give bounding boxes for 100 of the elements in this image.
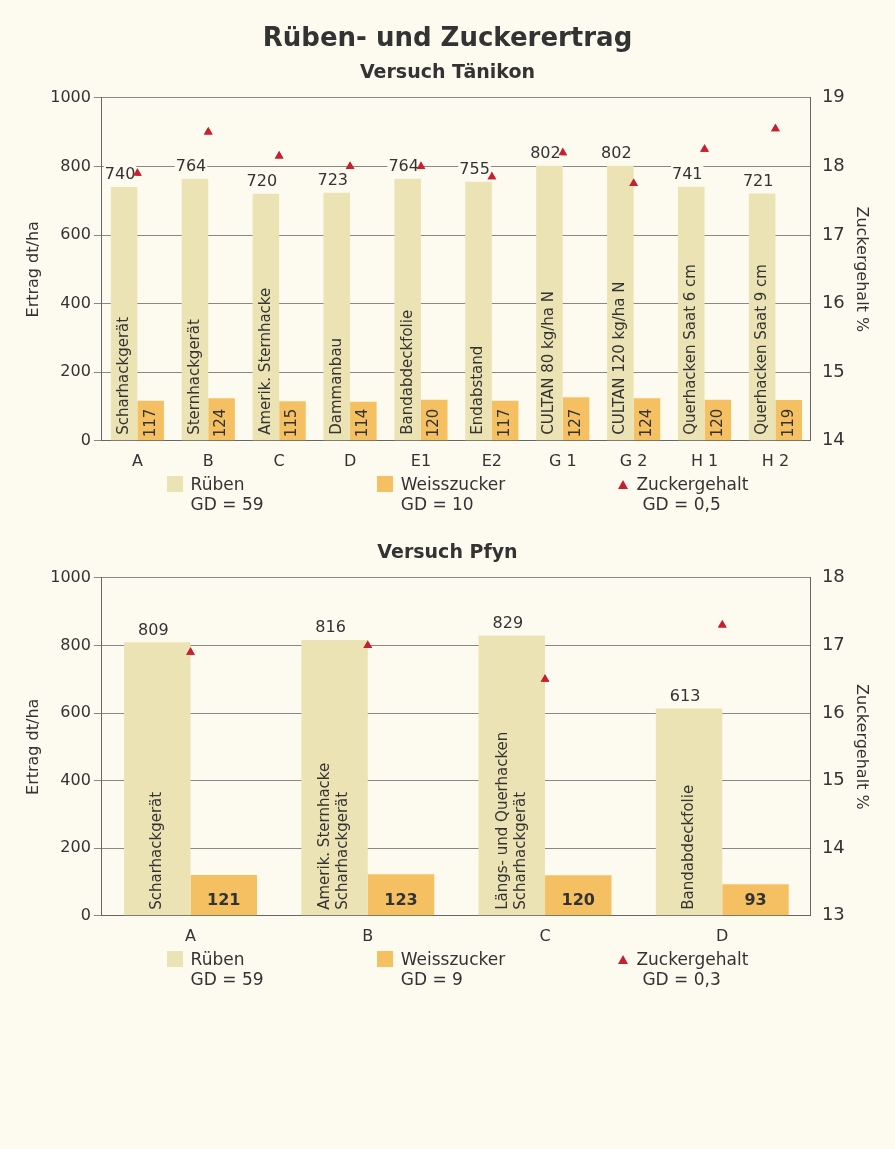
x-tick-label: A: [185, 925, 197, 945]
annotation: Amerik. Sternhacke: [255, 287, 274, 435]
data-label: 124: [211, 408, 230, 438]
annotation: Dammanbau: [326, 337, 345, 435]
bar: [545, 875, 612, 916]
y-tick-label: 0: [80, 904, 91, 924]
data-label: 755: [459, 158, 490, 178]
annotation: Scharhackgerät: [113, 316, 132, 435]
x-tick-label: C: [273, 450, 285, 470]
bar: [722, 884, 789, 916]
y2-axis-title: Zuckergehalt %: [853, 683, 873, 810]
text: GD = 59: [189, 969, 264, 989]
x-tick-label: B: [202, 450, 214, 470]
annotation: Querhacken Saat 6 cm: [681, 264, 700, 435]
data-label: 613: [669, 685, 701, 705]
y2-tick-label: 16: [821, 291, 845, 313]
bar: [124, 642, 191, 916]
data-label: 115: [282, 408, 301, 438]
text: GD = 0,3: [641, 969, 722, 989]
y-tick-label: 800: [60, 634, 91, 654]
chart-title: Versuch Pfyn: [376, 540, 519, 562]
annotation: Bandabdeckfolie: [678, 784, 697, 910]
y-tick-label: 200: [60, 837, 91, 857]
data-label: 121: [207, 890, 241, 910]
y-axis-title: Ertrag dt/ha: [22, 221, 42, 318]
data-label: 120: [424, 408, 443, 438]
y-tick-label: 1000: [50, 86, 91, 106]
annotation: CULTAN 80 kg/ha N: [539, 291, 558, 435]
y2-axis-title: Zuckergehalt %: [853, 206, 873, 333]
point: [203, 127, 213, 135]
point: [717, 620, 727, 628]
bar: [536, 165, 563, 441]
data-label: 816: [315, 617, 346, 637]
data-label: 120: [561, 890, 595, 910]
data-label: 119: [778, 408, 797, 438]
legend-label: Zuckergehalt: [636, 474, 749, 494]
y2-tick-label: 14: [821, 835, 845, 857]
data-label: 127: [565, 408, 584, 438]
data-label: 123: [384, 890, 418, 910]
x-tick-label: B: [362, 925, 374, 945]
x-tick-label: E1: [410, 450, 432, 470]
y2-tick-label: 17: [821, 222, 845, 244]
data-label: 802: [601, 142, 632, 162]
y2-tick-label: 18: [821, 154, 845, 176]
bar: [367, 874, 435, 916]
point: [700, 144, 709, 152]
data-label: 802: [530, 142, 561, 162]
data-label: 117: [140, 408, 159, 438]
text: GD = 9: [399, 969, 464, 989]
y2-tick-label: 18: [821, 565, 845, 587]
data-label: 117: [495, 408, 514, 438]
x-tick-label: D: [343, 450, 357, 470]
data-label: 740: [104, 164, 136, 184]
data-label: 764: [175, 155, 207, 175]
annotation: Amerik. Sternhacke Scharhackgerät: [315, 762, 352, 910]
annotation: Querhacken Saat 9 cm: [752, 264, 771, 435]
bar: [323, 192, 351, 441]
data-label: 723: [317, 169, 349, 189]
legend-label: Weisszucker: [400, 949, 506, 969]
bar: [478, 635, 546, 916]
y-tick-label: 0: [80, 429, 91, 449]
y-tick-label: 600: [60, 224, 91, 244]
point: [345, 161, 355, 169]
data-label: 829: [492, 612, 524, 632]
y-tick-label: 1000: [50, 566, 91, 586]
y-tick-label: 400: [60, 292, 91, 312]
x-tick-label: H 2: [761, 450, 790, 470]
chart-subtitle: Versuch Tänikon: [358, 60, 537, 82]
y2-tick-label: 15: [821, 359, 845, 381]
text: GD = 0,5: [641, 494, 722, 514]
bar: [394, 178, 421, 441]
y2-tick-label: 19: [821, 85, 845, 107]
y2-tick-label: 17: [821, 633, 845, 655]
data-label: 809: [138, 619, 169, 639]
y-tick-label: 400: [60, 769, 91, 789]
y-tick-label: 600: [60, 702, 91, 722]
chart-title: Rüben- und Zuckerertrag: [261, 22, 634, 52]
x-tick-label: C: [539, 925, 551, 945]
annotation: Endabstand: [468, 345, 487, 435]
data-label: 120: [707, 408, 726, 438]
point: [274, 151, 284, 159]
bar: [190, 874, 258, 916]
annotation: CULTAN 120 kg/ha N: [610, 281, 629, 435]
bar: [655, 708, 723, 916]
bar: [465, 181, 492, 441]
point: [540, 674, 550, 682]
legend-label: Rüben: [190, 474, 245, 494]
y2-tick-label: 15: [821, 768, 845, 790]
data-label: 741: [671, 163, 703, 183]
x-tick-label: D: [716, 925, 729, 945]
annotation: Längs- und Querhacken Scharhackgerät: [492, 731, 529, 910]
point: [487, 171, 497, 180]
text: GD = 59: [189, 494, 264, 514]
legend-label: Rüben: [190, 949, 245, 969]
y2-tick-label: 13: [821, 903, 845, 925]
y2-tick-label: 16: [821, 700, 845, 722]
annotation: Scharhackgerät: [147, 791, 166, 910]
x-tick-label: E2: [481, 450, 502, 470]
text: GD = 10: [399, 494, 475, 514]
annotation: Bandabdeckfolie: [397, 309, 416, 435]
